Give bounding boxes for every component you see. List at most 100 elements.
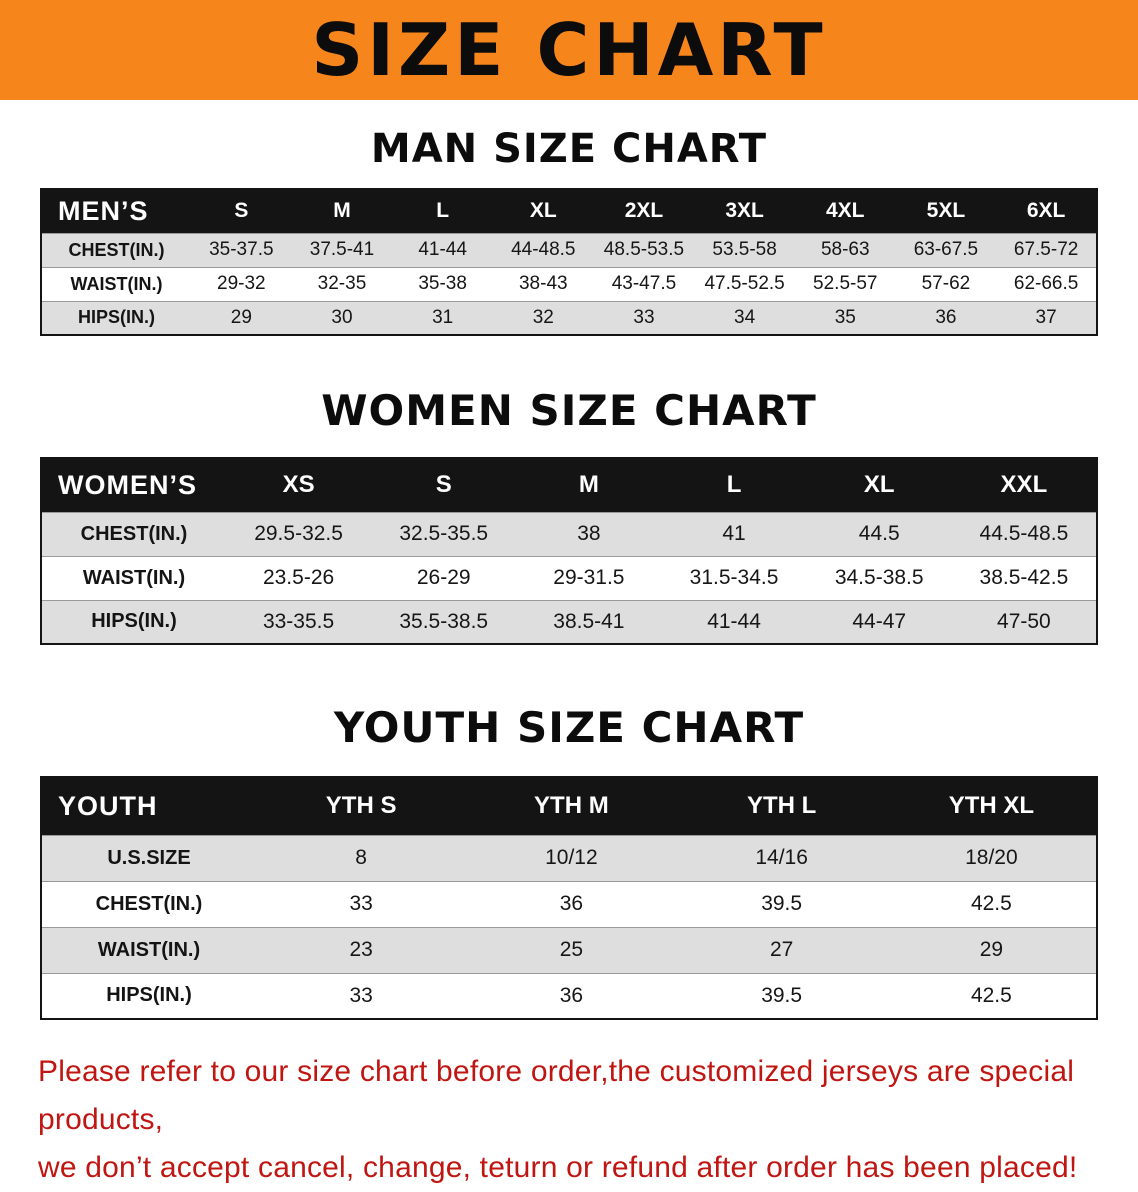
table-cell: 34.5-38.5 — [834, 566, 924, 589]
column-header: YTH S — [256, 777, 467, 835]
row-label: WAIST(IN.) — [97, 938, 201, 961]
table-cell: 57-62 — [921, 273, 971, 294]
table-title-men: MEN’S — [41, 189, 191, 233]
table-title-women: WOMEN’S — [41, 458, 226, 512]
table-cell: 29.5-32.5 — [254, 522, 343, 545]
row-label: HIPS(IN.) — [77, 307, 155, 328]
table-cell: 38 — [577, 522, 601, 545]
table-cell: 44-47 — [852, 609, 907, 633]
table-row: HIPS(IN.) 33-35.5 35.5-38.5 38.5-41 41-44 44-… — [41, 600, 1097, 644]
table-cell: 32 — [532, 306, 554, 328]
table-row: WAIST(IN.) 29-32 32-35 35-38 38-43 43-47.5 47.… — [41, 267, 1097, 301]
table-cell: 47.5-52.5 — [704, 273, 785, 294]
column-header: S — [191, 189, 292, 233]
table-cell: 18/20 — [965, 846, 1018, 869]
table-cell: 36 — [559, 983, 584, 1007]
notice-line-1: Please refer to our size chart before or… — [38, 1055, 1075, 1136]
row-label: HIPS(IN.) — [91, 610, 177, 633]
table-cell: 33 — [349, 892, 373, 915]
table-cell: 44-48.5 — [511, 239, 576, 260]
table-cell: 41-44 — [707, 609, 761, 633]
table-cell: 27 — [769, 938, 794, 961]
column-header: 2XL — [593, 189, 695, 233]
table-cell: 44.5 — [858, 522, 900, 545]
column-header: 6XL — [996, 189, 1097, 233]
table-row: U.S.SIZE 8 10/12 14/16 18/20 — [41, 835, 1097, 881]
table-title-youth: YOUTH — [41, 777, 256, 835]
column-header: YTH L — [676, 777, 887, 835]
table-cell: 35-38 — [418, 273, 467, 294]
column-header: 5XL — [895, 189, 997, 233]
table-cell: 35 — [834, 306, 856, 328]
footer-notice: Please refer to our size chart before or… — [38, 1048, 1100, 1192]
section-youth: YOUTH SIZE CHART YOUTH YTH S YTH M YTH L YTH … — [0, 703, 1138, 1020]
table-cell: 30 — [331, 306, 353, 328]
table-cell: 8 — [355, 846, 367, 869]
column-header: XXL — [951, 458, 1097, 512]
table-cell: 25 — [559, 938, 584, 961]
row-label: CHEST(IN.) — [80, 522, 188, 545]
row-label: CHEST(IN.) — [95, 892, 203, 915]
section-men: MAN SIZE CHART MEN’S S M L XL 2XL 3XL 4XL 5XL 6XL C… — [0, 126, 1138, 336]
table-cell: 32-35 — [317, 273, 367, 294]
table-cell: 42.5 — [970, 892, 1012, 915]
table-row: WAIST(IN.) 23.5-26 26-29 29-31.5 31.5-34.5 34… — [41, 556, 1097, 600]
row-label: U.S.SIZE — [107, 846, 191, 869]
table-cell: 47-50 — [997, 609, 1051, 633]
table-cell: 35-37.5 — [209, 239, 274, 260]
table-cell: 41-44 — [418, 239, 467, 260]
size-chart-sections: MAN SIZE CHART MEN’S S M L XL 2XL 3XL 4XL 5XL 6XL C… — [0, 126, 1138, 1020]
column-header: YTH XL — [886, 777, 1097, 835]
table-row: HIPS(IN.) 29 30 31 32 33 34 35 36 37 — [41, 301, 1097, 335]
table-row: WAIST(IN.) 23 25 27 29 — [41, 927, 1097, 973]
table-cell: 33 — [633, 306, 655, 328]
section-heading-youth: YOUTH SIZE CHART — [333, 703, 805, 752]
table-cell: 29-32 — [217, 273, 266, 294]
row-label: WAIST(IN.) — [70, 273, 163, 294]
section-heading-women: WOMEN SIZE CHART — [321, 386, 817, 435]
table-cell: 44.5-48.5 — [979, 522, 1069, 545]
column-header: 4XL — [794, 189, 896, 233]
table-cell: 39.5 — [761, 983, 803, 1007]
notice-line-2: we don’t accept cancel, change, teturn o… — [38, 1151, 1078, 1184]
section-women: WOMEN SIZE CHART WOMEN’S XS S M L XL XXL CHEST(I… — [0, 386, 1138, 645]
table-cell: 29 — [230, 306, 252, 328]
column-header: YTH M — [466, 777, 677, 835]
table-cell: 58-63 — [820, 239, 870, 260]
column-header: XL — [492, 189, 594, 233]
table-cell: 36 — [559, 892, 584, 915]
table-cell: 23.5-26 — [262, 566, 335, 589]
table-cell: 43-47.5 — [611, 273, 677, 294]
column-header: 3XL — [694, 189, 795, 233]
column-header: L — [661, 458, 807, 512]
table-cell: 38-43 — [518, 273, 568, 294]
men-size-table: MEN’S S M L XL 2XL 3XL 4XL 5XL 6XL CHEST(IN.) 35-37… — [40, 188, 1098, 336]
row-label: HIPS(IN.) — [106, 984, 192, 1007]
table-cell: 35.5-38.5 — [399, 609, 489, 633]
women-size-table: WOMEN’S XS S M L XL XXL CHEST(IN.) 29.5-32.5 32.5… — [40, 457, 1098, 645]
table-cell: 42.5 — [970, 983, 1012, 1007]
row-label: WAIST(IN.) — [82, 566, 186, 589]
column-header: L — [392, 189, 493, 233]
table-row: CHEST(IN.) 29.5-32.5 32.5-35.5 38 41 44.5 44.5… — [41, 512, 1097, 556]
table-cell: 52.5-57 — [813, 273, 878, 294]
column-header: XS — [226, 458, 372, 512]
table-cell: 37.5-41 — [309, 239, 375, 260]
table-cell: 36 — [935, 306, 957, 328]
header-row: YOUTH YTH S YTH M YTH L YTH XL — [41, 777, 1097, 835]
table-cell: 41 — [722, 522, 746, 545]
table-row: HIPS(IN.) 33 36 39.5 42.5 — [41, 973, 1097, 1019]
table-cell: 48.5-53.5 — [603, 239, 685, 260]
table-cell: 34 — [734, 306, 756, 328]
table-cell: 14/16 — [755, 846, 808, 869]
table-cell: 62-66.5 — [1013, 273, 1079, 294]
table-cell: 32.5-35.5 — [399, 522, 489, 545]
table-cell: 33-35.5 — [262, 609, 335, 633]
table-cell: 29-31.5 — [553, 566, 625, 589]
table-cell: 67.5-72 — [1013, 239, 1079, 260]
table-cell: 31 — [432, 306, 454, 328]
header-row: WOMEN’S XS S M L XL XXL — [41, 458, 1097, 512]
table-cell: 23 — [349, 938, 373, 961]
column-header: M — [291, 189, 393, 233]
